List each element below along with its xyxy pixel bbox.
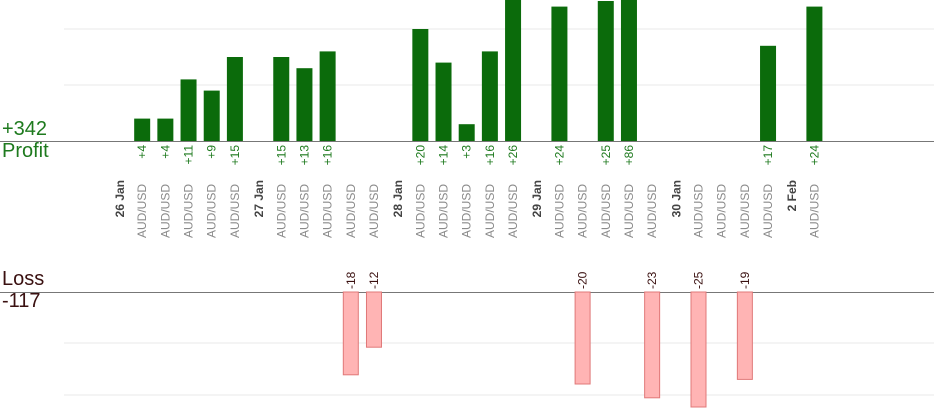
profit-bar [203,90,220,141]
instrument-label: AUD/USD [205,184,219,238]
profit-bar [620,0,637,141]
loss-value-label: -23 [645,271,659,289]
instrument-label: AUD/USD [182,184,196,238]
profit-value-label: +16 [483,145,497,166]
profit-bar [226,57,243,141]
loss-bar [574,291,591,385]
profit-value-label: +15 [274,145,288,166]
profit-value-label: +86 [622,145,636,166]
loss-total: -117 [2,290,41,312]
instrument-label: AUD/USD [692,184,706,238]
profit-value-label: +24 [552,145,566,166]
instrument-label: AUD/USD [135,184,149,238]
profit-bar [180,79,197,141]
profit-value-label: +25 [599,145,613,166]
profit-total: +342 [2,118,48,140]
loss-value-label: -18 [344,271,358,289]
profit-value-label: +4 [158,145,172,159]
loss-label: Loss [2,268,45,290]
profit-value-label: +9 [205,145,219,159]
instrument-label: AUD/USD [715,184,729,238]
date-label: 2 Feb [785,180,799,211]
profit-label: Profit [2,140,49,162]
profit-bar [319,51,336,141]
instrument-label: AUD/USD [645,184,659,238]
profit-value-label: +4 [135,145,149,159]
date-label: 26 Jan [113,180,127,217]
instrument-label: AUD/USD [483,184,497,238]
loss-value-label: -20 [576,271,590,289]
profit-bar [458,124,475,141]
date-label: 29 Jan [530,180,544,217]
date-label: 27 Jan [252,180,266,217]
profit-value-label: +24 [807,145,821,166]
profit-value-label: +16 [321,145,335,166]
loss-value-label: -12 [367,271,381,289]
instrument-label: AUD/USD [413,184,427,238]
instrument-label: AUD/USD [506,184,520,238]
profit-value-label: +26 [506,145,520,166]
instrument-label: AUD/USD [761,184,775,238]
profit-bar [551,6,568,141]
profit-value-label: +14 [437,145,451,166]
profit-value-label: +20 [413,145,427,166]
loss-value-label: -25 [692,271,706,289]
instrument-label: AUD/USD [622,184,636,238]
loss-value-label: -19 [738,271,752,289]
loss-bar [736,291,753,380]
instrument-label: AUD/USD [576,184,590,238]
profit-bar [157,118,174,141]
instrument-label: AUD/USD [158,184,172,238]
instrument-label: AUD/USD [599,184,613,238]
instrument-label: AUD/USD [437,184,451,238]
instrument-label: AUD/USD [297,184,311,238]
instrument-label: AUD/USD [228,184,242,238]
loss-bar [342,291,359,376]
instrument-label: AUD/USD [321,184,335,238]
profit-bar [273,57,290,141]
instrument-label: AUD/USD [460,184,474,238]
profit-bar [134,118,151,141]
profit-bar [296,68,313,141]
profit-bar [435,62,452,141]
loss-summary: Loss -117 [2,268,44,312]
date-label: 30 Jan [669,180,683,217]
instrument-label: AUD/USD [552,184,566,238]
profit-value-label: +13 [297,145,311,166]
profit-value-label: +3 [460,145,474,159]
profit-bar [481,51,498,141]
instrument-label: AUD/USD [274,184,288,238]
profit-bar [505,0,522,141]
instrument-label: AUD/USD [807,184,821,238]
profit-bar [597,1,614,141]
date-label: 28 Jan [391,180,405,217]
profit-summary: +342 Profit [2,118,49,162]
profit-value-label: +11 [182,145,196,165]
loss-bar [690,291,707,408]
instrument-label: AUD/USD [344,184,358,238]
profit-bar [412,29,429,141]
profit-bar [760,45,777,141]
profit-bar [806,6,823,141]
loss-bar [644,291,661,399]
loss-bar [365,291,382,348]
profit-value-label: +15 [228,145,242,166]
instrument-label: AUD/USD [367,184,381,238]
instrument-label: AUD/USD [738,184,752,238]
profit-value-label: +17 [761,145,775,166]
